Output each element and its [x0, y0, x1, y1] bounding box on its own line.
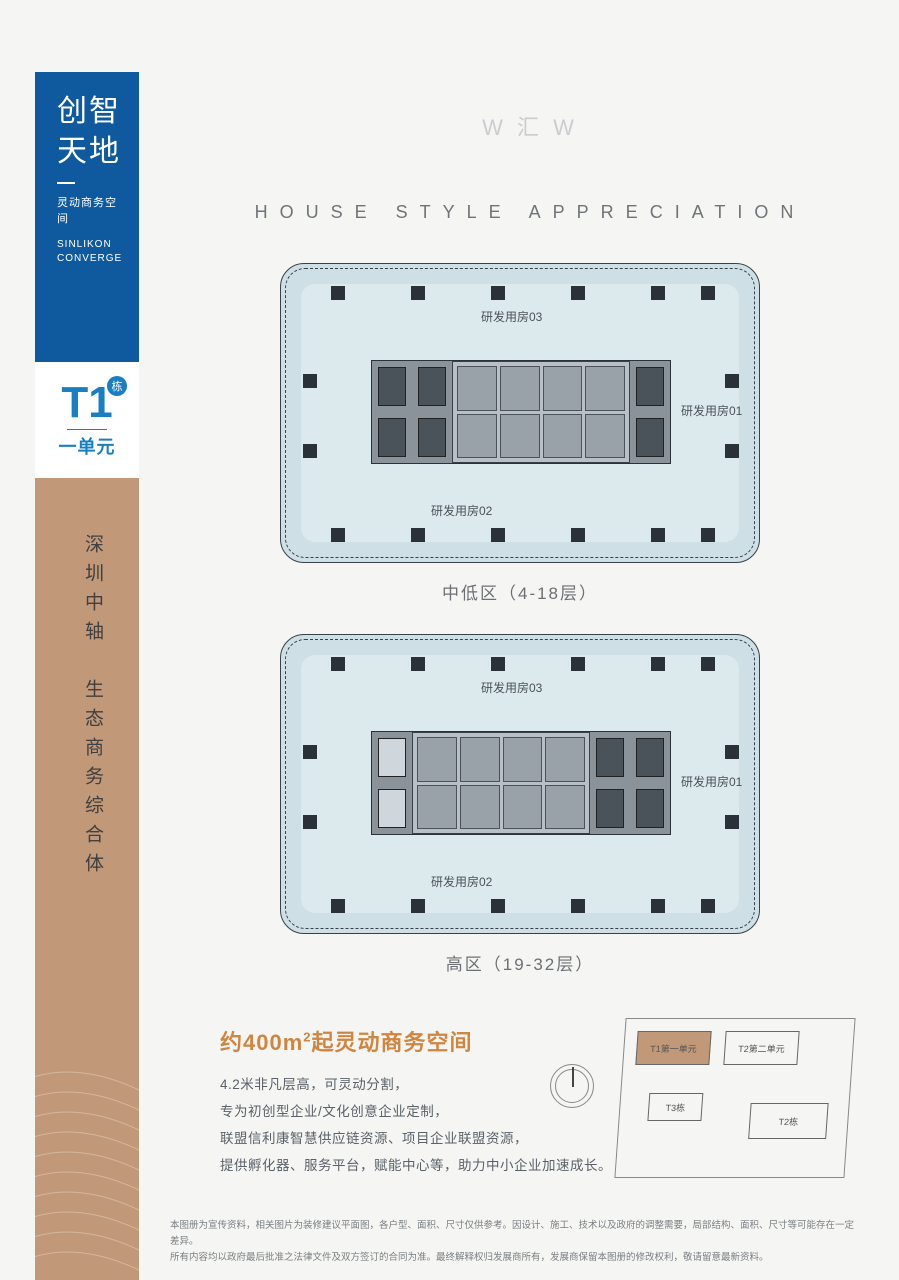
room-label-03: 研发用房03 [481, 679, 542, 696]
room-label-01: 研发用房01 [681, 402, 742, 419]
disclaimer: 本图册为宣传资料，相关图片为装修建议平面图，各户型、面积、尺寸仅供参考。因设计、… [170, 1218, 860, 1266]
separator [67, 429, 107, 431]
sitemap-block-t2: T2栋 [748, 1103, 829, 1139]
brand-en-2: CONVERGE [57, 252, 122, 266]
tower-badge: 栋 [107, 376, 127, 396]
disclaimer-line: 本图册为宣传资料，相关图片为装修建议平面图，各户型、面积、尺寸仅供参考。因设计、… [170, 1218, 860, 1250]
floorplan-mid-low: 研发用房03 研发用房02 研发用房01 [280, 263, 760, 563]
sitemap-block-t3: T3栋 [647, 1093, 703, 1121]
brand-title-1: 创智 [57, 92, 121, 132]
contour-lines-icon [35, 1040, 139, 1280]
brand-block: 创智 天地 灵动商务空间 SINLIKON CONVERGE [35, 72, 139, 362]
floorplan-1-wrap: 研发用房03 研发用房02 研发用房01 中低区（4-18层） [280, 263, 890, 604]
compass-icon [550, 1064, 594, 1108]
brand-subtitle: 灵动商务空间 [57, 194, 125, 226]
separator [57, 182, 75, 184]
room-label-02: 研发用房02 [431, 873, 492, 890]
logo-mark: W 汇 W [170, 110, 890, 142]
room-label-02: 研发用房02 [431, 502, 492, 519]
tower-block: 栋 T1 一单元 [35, 362, 139, 478]
slogan-text: 深圳中轴 生态商务综合体 [77, 534, 107, 882]
tower-id: T1 [61, 381, 112, 425]
section-title: HOUSE STYLE APPRECIATION [170, 202, 890, 223]
room-label-03: 研发用房03 [481, 308, 542, 325]
sitemap-block-t2u: T2第二单元 [723, 1031, 799, 1065]
sidebar: 创智 天地 灵动商务空间 SINLIKON CONVERGE 栋 T1 一单元 … [35, 72, 139, 1280]
floorplan-caption-1: 中低区（4-18层） [280, 579, 760, 604]
slogan-block: 深圳中轴 生态商务综合体 [35, 478, 139, 1280]
floorplan-high: 研发用房03 研发用房02 研发用房01 [280, 634, 760, 934]
room-label-01: 研发用房01 [681, 773, 742, 790]
main-content: W 汇 W HOUSE STYLE APPRECIATION 研发用房03 研发… [170, 0, 890, 1179]
site-map: T1第一单元 T2第二单元 T3栋 T2栋 [614, 1018, 855, 1178]
floorplan-caption-2: 高区（19-32层） [280, 950, 760, 975]
brand-en-1: SINLIKON [57, 238, 112, 252]
floorplan-2-wrap: 研发用房03 研发用房02 研发用房01 高区（19-32层） [280, 634, 890, 975]
unit-label: 一单元 [59, 433, 116, 459]
sitemap-block-t1: T1第一单元 [635, 1031, 711, 1065]
disclaimer-line: 所有内容均以政府最后批准之法律文件及双方签订的合同为准。最终解释权归发展商所有，… [170, 1250, 860, 1266]
brand-title-2: 天地 [57, 132, 121, 172]
